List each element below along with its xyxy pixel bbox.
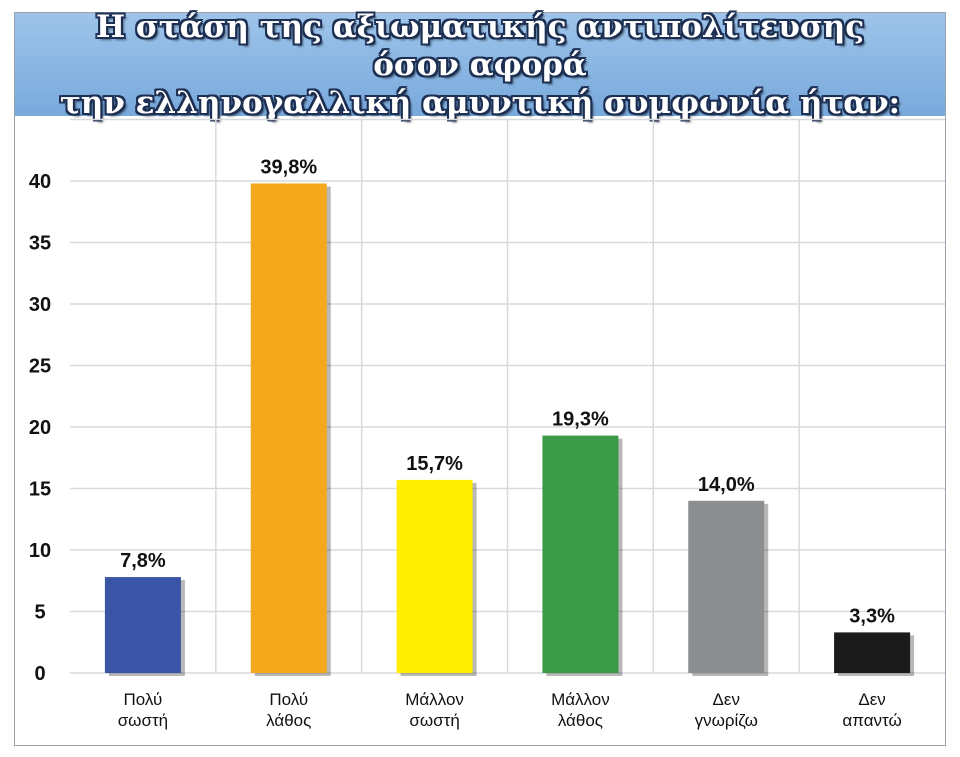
y-tick-label: 20 — [29, 417, 51, 439]
data-label: 7,8% — [120, 550, 166, 572]
y-tick-label: 15 — [29, 479, 51, 501]
y-tick-label: 40 — [29, 171, 51, 193]
category-label: λάθος — [558, 711, 603, 730]
bar — [104, 577, 181, 673]
data-labels: 7,8% 39,8% 15,7% 19,3% 14,0% 3,3% — [120, 156, 895, 627]
bar — [250, 183, 327, 673]
category-label: λάθος — [266, 711, 311, 730]
data-label: 3,3% — [849, 605, 895, 627]
category-label: Μάλλον — [405, 690, 464, 709]
bar — [542, 435, 619, 673]
bar — [688, 500, 765, 673]
chart-title-line-2: την ελληνογαλλική αμυντική συμφωνία ήταν… — [59, 84, 901, 121]
y-tick-label: 5 — [34, 602, 45, 624]
y-tick-label: 25 — [29, 356, 51, 378]
y-tick-label: 0 — [34, 663, 45, 685]
category-label: Δεν — [713, 690, 740, 709]
chart-title: Η στάση της αξιωματικής αντιπολίτευσης ό… — [50, 8, 910, 122]
category-labels: Πολύ σωστή Πολύ λάθος Μάλλον σωστή Μάλλον λάθος… — [118, 690, 902, 730]
bar — [396, 479, 473, 673]
category-label: Μάλλον — [551, 690, 610, 709]
data-label: 39,8% — [260, 156, 317, 178]
category-label: Πολύ — [124, 690, 163, 709]
category-label: Δεν — [858, 690, 885, 709]
data-label: 19,3% — [552, 409, 609, 431]
category-label: σωστή — [118, 711, 168, 730]
y-tick-label: 30 — [29, 294, 51, 316]
data-label: 15,7% — [406, 453, 463, 475]
chart-title-line-1: Η στάση της αξιωματικής αντιπολίτευσης ό… — [95, 8, 865, 83]
data-label: 14,0% — [698, 474, 755, 496]
y-axis-ticks: 0 5 10 15 20 25 30 35 40 — [29, 171, 51, 685]
category-label: σωστή — [409, 711, 459, 730]
y-tick-label: 35 — [29, 233, 51, 255]
bars — [104, 183, 915, 676]
title-bar: Η στάση της αξιωματικής αντιπολίτευσης ό… — [15, 9, 945, 121]
category-label: γνωρίζω — [695, 711, 758, 730]
category-label: απαντώ — [842, 711, 901, 730]
category-label: Πολύ — [269, 690, 308, 709]
grid-lines — [70, 118, 945, 674]
y-tick-label: 10 — [29, 540, 51, 562]
bar — [834, 632, 911, 673]
